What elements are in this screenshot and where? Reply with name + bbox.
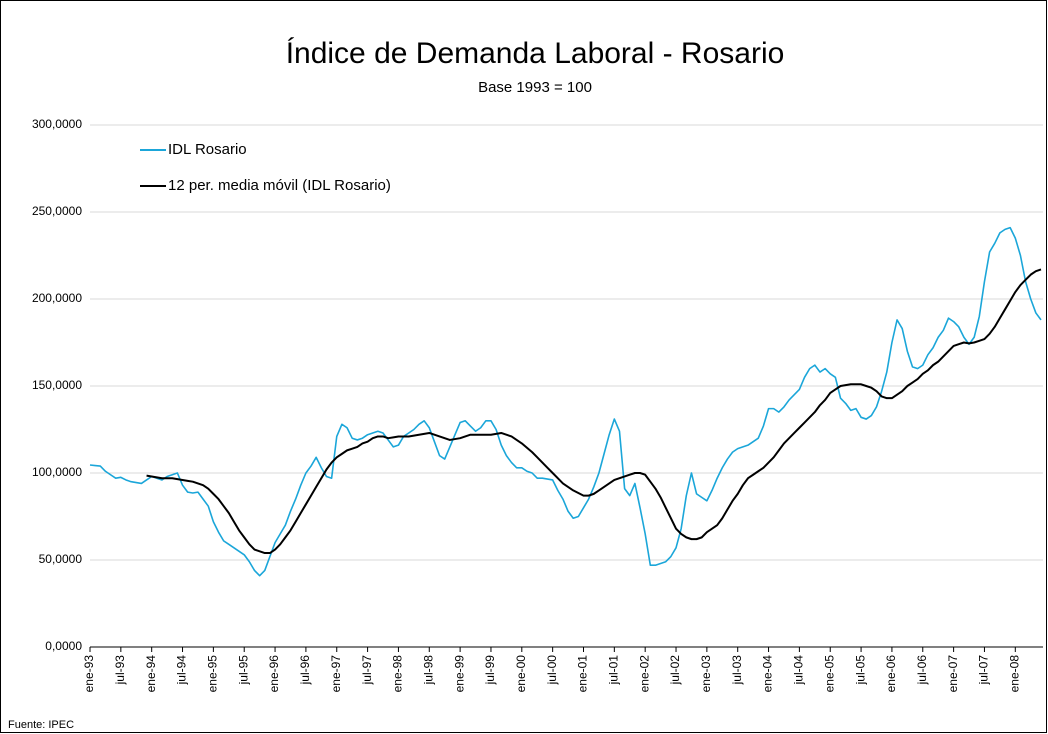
x-tick-label: jul-04 — [792, 655, 806, 686]
series-line — [89, 226, 1042, 577]
x-tick-label: ene-07 — [946, 655, 960, 693]
x-tick-label: ene-06 — [884, 655, 898, 693]
legend-label: 12 per. media móvil (IDL Rosario) — [168, 177, 391, 194]
x-tick-label: ene-93 — [82, 655, 96, 693]
x-tick-label: jul-99 — [483, 655, 497, 686]
series-line — [146, 268, 1042, 555]
x-tick-label: ene-98 — [391, 655, 405, 693]
chart-title: Índice de Demanda Laboral - Rosario — [286, 37, 785, 70]
x-tick-label: jul-01 — [607, 655, 621, 686]
x-tick-label: jul-98 — [421, 655, 435, 686]
x-tick-label: jul-03 — [730, 655, 744, 686]
x-tick-label: jul-06 — [915, 655, 929, 686]
x-tick-label: ene-97 — [329, 655, 343, 693]
x-tick-label: jul-00 — [545, 655, 559, 686]
y-tick-label: 50,0000 — [39, 552, 83, 566]
x-tick-label: ene-03 — [699, 655, 713, 693]
y-tick-label: 100,0000 — [32, 465, 82, 479]
y-tick-label: 0,0000 — [45, 639, 82, 653]
x-tick-label: jul-07 — [977, 655, 991, 686]
x-tick-label: jul-96 — [298, 655, 312, 686]
legend-label: IDL Rosario — [168, 141, 247, 158]
y-tick-label: 150,0000 — [32, 378, 82, 392]
x-tick-label: ene-95 — [206, 655, 220, 693]
x-tick-label: ene-08 — [1007, 655, 1021, 693]
x-tick-label: jul-97 — [360, 655, 374, 686]
x-tick-label: jul-02 — [668, 655, 682, 686]
x-tick-label: jul-05 — [853, 655, 867, 686]
x-tick-label: jul-94 — [175, 655, 189, 686]
x-tick-label: ene-01 — [576, 655, 590, 693]
x-tick-label: ene-99 — [452, 655, 466, 693]
x-tick-label: ene-05 — [822, 655, 836, 693]
x-tick-label: ene-02 — [637, 655, 651, 693]
y-tick-label: 200,0000 — [32, 291, 82, 305]
y-tick-label: 300,0000 — [32, 117, 82, 131]
x-tick-label: ene-94 — [144, 655, 158, 693]
y-tick-label: 250,0000 — [32, 204, 82, 218]
x-tick-label: jul-93 — [113, 655, 127, 686]
x-tick-label: jul-95 — [236, 655, 250, 686]
x-tick-label: ene-04 — [761, 655, 775, 693]
source-note: Fuente: IPEC — [8, 719, 74, 731]
x-tick-label: ene-00 — [514, 655, 528, 693]
x-tick-label: ene-96 — [267, 655, 281, 693]
chart-subtitle: Base 1993 = 100 — [478, 79, 592, 96]
